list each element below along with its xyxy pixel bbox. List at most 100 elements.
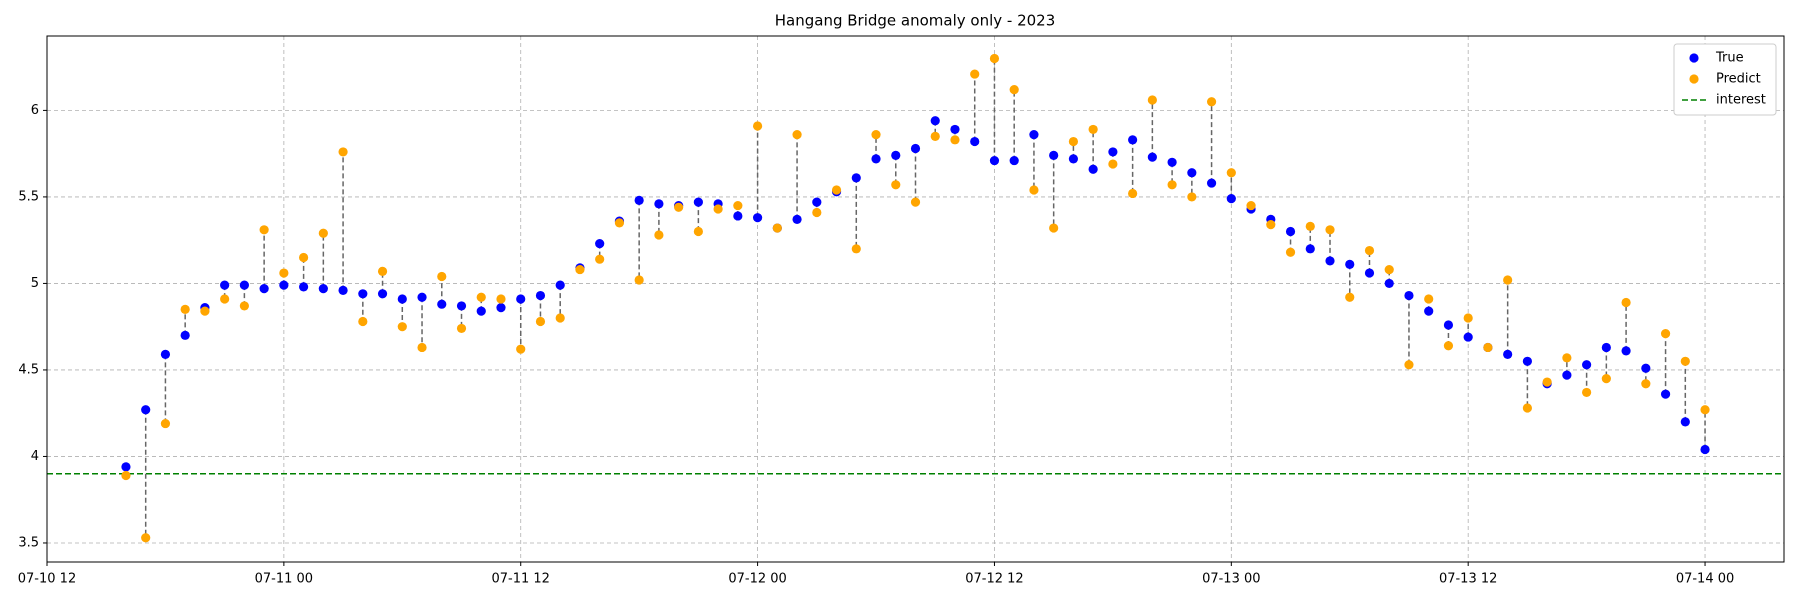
point <box>259 225 269 235</box>
x-tick-label: 07-13 00 <box>1202 572 1260 587</box>
point <box>595 239 605 249</box>
point <box>871 130 881 140</box>
point <box>1443 341 1454 351</box>
point <box>891 180 901 190</box>
point <box>1463 313 1473 323</box>
point <box>496 303 506 313</box>
point <box>1483 342 1493 353</box>
point <box>950 135 960 145</box>
point <box>535 316 546 327</box>
point <box>1562 353 1572 363</box>
point <box>634 275 644 285</box>
point <box>1187 192 1197 202</box>
point <box>1582 387 1592 398</box>
y-tick-label: 4 <box>31 449 39 464</box>
point <box>476 292 486 302</box>
point <box>318 284 328 294</box>
point <box>417 292 427 302</box>
point <box>299 282 309 292</box>
point <box>812 207 822 218</box>
point <box>1582 360 1592 370</box>
point <box>1305 244 1315 254</box>
x-tick-label: 07-14 00 <box>1676 572 1734 587</box>
point <box>417 342 427 353</box>
point <box>1384 278 1394 289</box>
point <box>555 313 565 323</box>
point <box>989 53 1000 64</box>
point <box>1226 168 1236 178</box>
point <box>160 418 171 429</box>
point <box>1641 363 1651 373</box>
legend-marker <box>1689 53 1699 63</box>
point <box>930 131 940 141</box>
y-tick-label: 5 <box>31 276 39 291</box>
point <box>437 299 447 309</box>
point <box>516 344 526 354</box>
y-tick-label: 5.5 <box>18 189 39 204</box>
point <box>1305 221 1315 231</box>
point <box>1404 360 1414 370</box>
point <box>772 223 782 233</box>
point <box>851 173 861 183</box>
y-tick-label: 6 <box>31 103 39 118</box>
point <box>1601 342 1611 353</box>
point <box>1601 373 1611 384</box>
point <box>1700 444 1710 455</box>
point <box>950 124 960 135</box>
point <box>180 304 190 314</box>
point <box>456 323 467 334</box>
point <box>121 470 131 481</box>
point <box>279 268 289 278</box>
legend-label: interest <box>1716 93 1766 108</box>
point <box>1068 136 1079 147</box>
x-tick-label: 07-11 00 <box>255 572 313 587</box>
point <box>1522 403 1532 413</box>
point <box>1503 275 1513 285</box>
point <box>1325 256 1335 266</box>
point <box>1187 168 1197 178</box>
point <box>1285 226 1296 237</box>
point <box>733 200 743 211</box>
point <box>595 254 605 264</box>
legend-label: Predict <box>1716 72 1761 87</box>
legend-label: True <box>1715 51 1744 66</box>
point <box>634 195 644 205</box>
point <box>910 197 921 207</box>
point <box>891 150 901 160</box>
point <box>812 197 822 207</box>
point <box>1088 164 1098 174</box>
point <box>871 154 881 164</box>
point <box>792 214 802 225</box>
point <box>496 294 506 304</box>
point <box>1660 329 1671 339</box>
point <box>239 301 249 311</box>
point <box>1364 245 1375 256</box>
point <box>1108 147 1118 157</box>
legend-box <box>1673 43 1777 116</box>
point <box>259 284 269 294</box>
point <box>1700 405 1710 415</box>
point <box>1009 85 1019 95</box>
point <box>713 204 723 214</box>
point <box>792 130 802 140</box>
point <box>358 289 368 299</box>
point <box>1680 417 1690 427</box>
point <box>456 301 467 311</box>
point <box>693 197 703 207</box>
legend: True Predict interest <box>1673 43 1777 116</box>
point <box>377 289 388 299</box>
point <box>1226 194 1236 204</box>
chart-title: Hangang Bridge anomaly only - 2023 <box>775 12 1056 30</box>
x-tick-label: 07-12 12 <box>965 572 1023 587</box>
point <box>1029 185 1039 195</box>
point <box>1463 332 1473 342</box>
point <box>654 230 664 240</box>
point <box>397 322 407 332</box>
point <box>1068 154 1079 164</box>
point <box>910 143 921 154</box>
point <box>970 69 980 79</box>
point <box>1443 320 1454 330</box>
point <box>180 330 190 340</box>
